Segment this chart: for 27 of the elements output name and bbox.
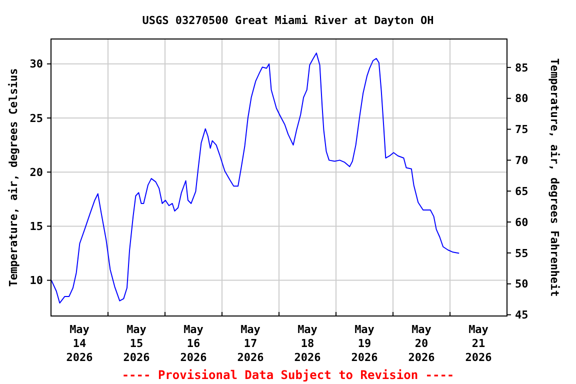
x-tick-label: May 21 2026 [465,323,492,364]
x-tick-label: May 15 2026 [123,323,150,364]
y2-tick-label: 65 [515,184,528,198]
y2-tick-label: 50 [515,278,528,291]
x-tick-label: May 20 2026 [408,323,436,364]
y-tick-label: 25 [30,112,43,125]
y2-tick-label: 55 [515,246,528,260]
y-axis-title: Temperature, air, degrees Celsius [7,68,20,287]
x-tick-label: May 18 2026 [294,323,322,364]
line-series [50,52,460,304]
y-tick-label: 15 [30,220,43,234]
y2-tick-label: 85 [515,61,528,74]
y2-tick-label: 80 [515,92,528,106]
x-tick-label: May 14 2026 [66,323,94,364]
y-tick-label: 10 [30,274,43,288]
y2-tick-label: 60 [515,216,528,229]
y2-tick-label: 75 [515,123,528,136]
x-tick-label: May 17 2026 [237,323,264,364]
y2-tick-label: 45 [515,308,528,322]
y-tick-label: 30 [30,58,43,71]
chart-title: USGS 03270500 Great Miami River at Dayton OH [142,14,434,27]
y2-axis-title: Temperature, air, degrees Fahrenheit [548,58,561,297]
x-tick-label: May 16 2026 [180,323,208,364]
y2-tick-label: 70 [515,154,528,168]
y-tick-label: 20 [30,166,43,179]
x-tick-label: May 19 2026 [351,323,378,364]
text: ---- Provisional Data Subject to Revision ---- [122,368,454,382]
